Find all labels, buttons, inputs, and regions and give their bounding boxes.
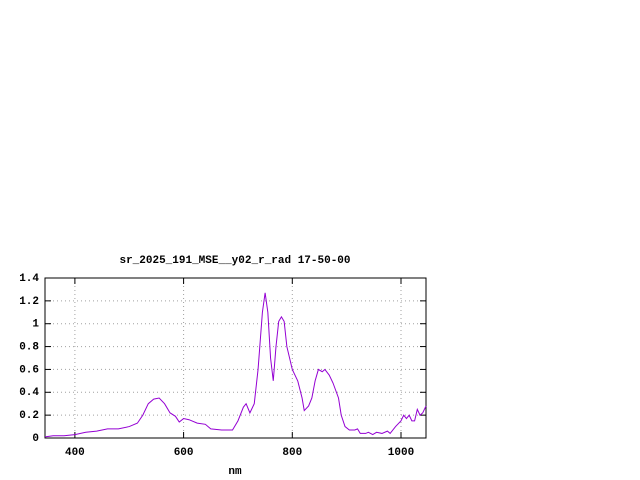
x-tick-label: 600	[174, 447, 194, 459]
plot-border	[44, 277, 427, 439]
data-line	[44, 292, 427, 438]
y-tick-label: 1.2	[19, 296, 39, 308]
x-tick-label: 800	[282, 447, 302, 459]
y-tick-label: 1.4	[19, 273, 39, 285]
x-tick-label: 400	[65, 447, 85, 459]
y-tick-label: 1	[32, 319, 39, 331]
chart-title: sr_2025_191_MSE__y02_r_rad 17-50-00	[119, 255, 350, 267]
y-tick-label: 0.8	[19, 341, 39, 353]
y-tick-label: 0	[32, 433, 39, 445]
y-tick-label: 0.2	[19, 410, 39, 422]
x-axis-label: nm	[228, 466, 242, 478]
y-tick-label: 0.4	[19, 387, 39, 399]
y-tick-label: 0.6	[19, 364, 39, 376]
x-tick-label: 1000	[388, 447, 414, 459]
